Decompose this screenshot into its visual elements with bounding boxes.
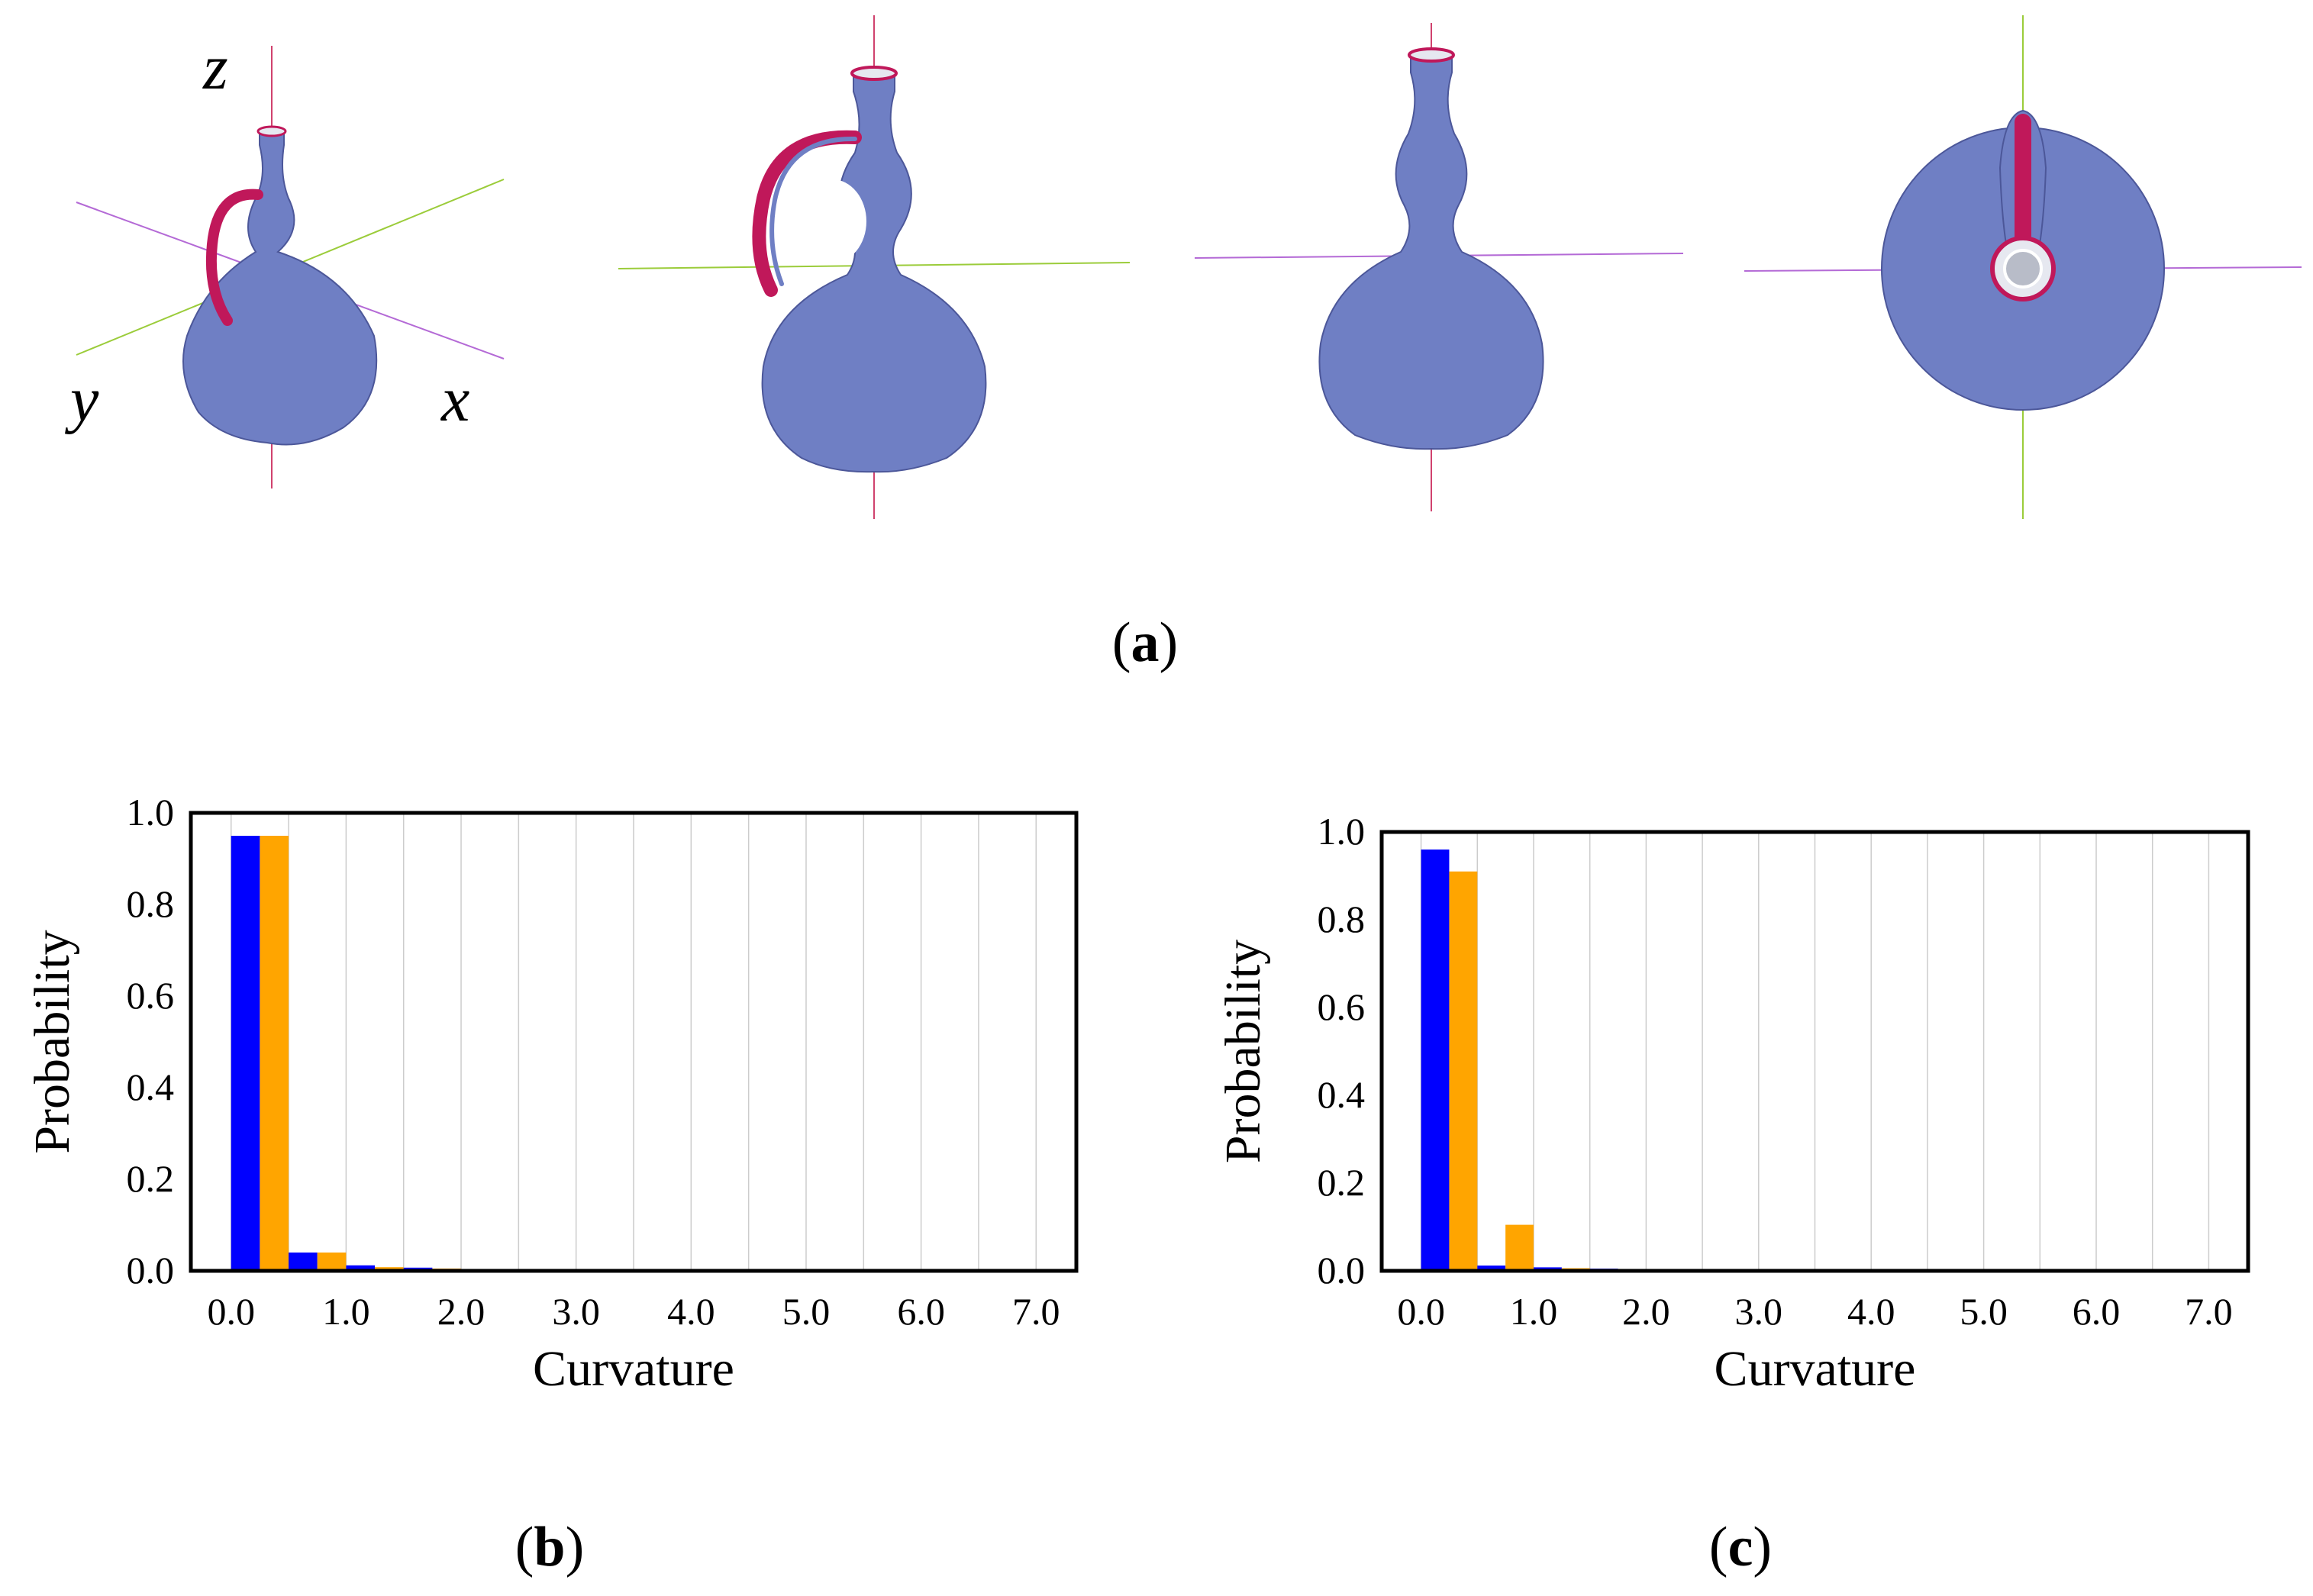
y-tick-label: 0.6 — [1318, 985, 1366, 1028]
caption-a: (a) — [1069, 611, 1221, 675]
vase-body — [182, 129, 378, 446]
x-tick-label: 7.0 — [2185, 1290, 2233, 1333]
vase-handle — [205, 189, 263, 326]
x-tick-label: 0.0 — [207, 1290, 255, 1333]
x-tick-label: 4.0 — [1847, 1290, 1895, 1333]
y-tick-label: 0.6 — [127, 974, 175, 1017]
x-axis-label: Curvature — [1715, 1341, 1916, 1397]
x-tick-label: 2.0 — [437, 1290, 486, 1333]
bar — [289, 1253, 318, 1271]
bar — [1505, 1224, 1534, 1271]
x-tick-label: 6.0 — [897, 1290, 945, 1333]
vase-rim — [1408, 47, 1455, 63]
plot-frame — [1379, 830, 2250, 1273]
bar — [260, 836, 289, 1271]
handle-inner-edge — [769, 136, 857, 286]
x-tick-label: 3.0 — [1735, 1290, 1783, 1333]
bar — [1449, 871, 1478, 1271]
y-tick-label: 1.0 — [127, 791, 175, 833]
chart-b: 0.0 0.2 0.4 0.6 0.8 1.0 0.0 1.0 2.0 3.0 4.0 5.0 6.0 7… — [24, 791, 1079, 1397]
panel-a: z y x (a) — [0, 0, 2313, 702]
x-tick-label: 3.0 — [552, 1290, 600, 1333]
caption-paren-open: ( — [1111, 611, 1131, 674]
axis-label-z: z — [203, 32, 228, 103]
caption-letter: c — [1727, 1516, 1753, 1578]
vase-view-front — [1194, 23, 1684, 511]
caption-paren-close: ) — [565, 1516, 585, 1578]
y-axis-label: Probability — [24, 930, 80, 1153]
x-tick-label: 7.0 — [1012, 1290, 1060, 1333]
vase-body — [761, 72, 987, 473]
bar — [231, 836, 260, 1271]
y-tick-label: 0.2 — [1318, 1161, 1366, 1204]
y-tick-label: 0.4 — [127, 1066, 175, 1108]
y-tick-label: 0.2 — [127, 1157, 175, 1200]
y-tick-label: 0.0 — [1318, 1249, 1366, 1291]
caption-c: (c) — [1664, 1515, 1817, 1580]
x-axis-label: Curvature — [533, 1341, 734, 1397]
x-tick-label: 4.0 — [667, 1290, 715, 1333]
handle-opening — [798, 179, 866, 263]
x-tick-label: 1.0 — [1510, 1290, 1558, 1333]
x-tick-label: 0.0 — [1397, 1290, 1445, 1333]
bar — [317, 1253, 347, 1271]
y-tick-label: 0.4 — [1318, 1073, 1366, 1116]
caption-b: (b) — [473, 1515, 626, 1580]
chart-c: 0.0 0.2 0.4 0.6 0.8 1.0 0.0 1.0 2.0 3.0 4.0 5.0 6.0 7… — [1215, 810, 2250, 1397]
x-tick-label: 6.0 — [2073, 1290, 2121, 1333]
caption-paren-open: ( — [515, 1516, 534, 1578]
vase-view-side — [618, 15, 1131, 519]
axis-label-y: y — [70, 364, 99, 435]
caption-paren-close: ) — [1753, 1516, 1773, 1578]
axis-label-x: x — [441, 364, 470, 435]
x-tick-label: 1.0 — [322, 1290, 370, 1333]
x-tick-label: 5.0 — [1960, 1290, 2008, 1333]
x-tick-label: 2.0 — [1622, 1290, 1670, 1333]
y-tick-label: 0.0 — [127, 1249, 175, 1291]
caption-letter: a — [1131, 611, 1160, 674]
vase-view-isometric — [76, 46, 505, 488]
y-tick-label: 0.8 — [1318, 898, 1366, 940]
vase-handle — [752, 130, 862, 297]
bar — [1421, 850, 1450, 1271]
caption-paren-close: ) — [1159, 611, 1179, 674]
vase-opening — [2003, 249, 2043, 289]
plot-frame — [189, 811, 1079, 1273]
y-axis-label: Probability — [1215, 940, 1271, 1163]
vase-body — [1318, 53, 1544, 450]
vase-rim — [850, 66, 898, 81]
y-tick-label: 0.8 — [127, 882, 175, 925]
bar — [346, 1265, 376, 1271]
caption-letter: b — [534, 1516, 566, 1578]
x-tick-label: 5.0 — [782, 1290, 831, 1333]
vase-view-top — [1744, 15, 2302, 519]
bar — [1477, 1266, 1506, 1271]
vase-rim — [256, 125, 287, 137]
y-tick-label: 1.0 — [1318, 810, 1366, 853]
caption-paren-open: ( — [1708, 1516, 1728, 1578]
